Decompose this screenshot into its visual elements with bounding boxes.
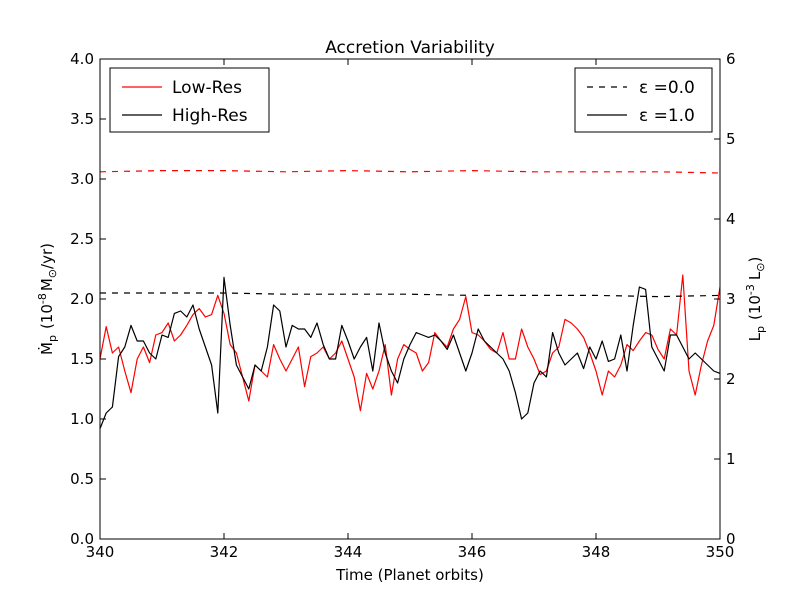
- x-axis-label: Time (Planet orbits): [335, 566, 484, 584]
- y-label-end: /yr): [38, 243, 56, 269]
- y-axis-ticks: 0.0 0.5 1.0 1.5 2.0 2.5 3.0 3.5 4.0: [70, 50, 106, 548]
- y2-axis-ticks: 0 1 2 3 4 5 6: [714, 50, 736, 548]
- series-line-2: [100, 170, 720, 174]
- y2-tick-label: 0: [726, 530, 736, 548]
- y2-label-units: L: [746, 271, 764, 280]
- legend-resolution: Low-Res High-Res: [109, 67, 270, 133]
- y-tick-label: 4.0: [70, 50, 94, 68]
- y2-label-end: ): [746, 257, 764, 263]
- x-tick-label: 348: [582, 543, 611, 561]
- y-tick-label: 3.5: [70, 110, 94, 128]
- y2-label-exp: -3: [744, 284, 757, 295]
- y-tick-label: 1.5: [70, 350, 94, 368]
- series-line-0: [100, 274, 720, 412]
- y-axis-label: Ṁp (10-8 M⊙/yr): [36, 243, 59, 355]
- svg-text:Lp(10-3L⊙): Lp(10-3L⊙): [744, 257, 767, 342]
- y-label-exp: -8: [36, 293, 49, 304]
- y2-tick-label: 6: [726, 50, 736, 68]
- y2-tick-label: 5: [726, 130, 736, 148]
- y2-tick-label: 3: [726, 290, 736, 308]
- legend-highres-label: High-Res: [172, 106, 248, 126]
- y-label-rest: (10: [38, 304, 56, 329]
- y-tick-label: 0.5: [70, 470, 94, 488]
- series-layer: [100, 170, 720, 429]
- legend-resolution-frame: [109, 67, 270, 133]
- series-line-1: [100, 276, 720, 429]
- chart-title: Accretion Variability: [325, 38, 495, 58]
- x-tick-label: 346: [458, 543, 487, 561]
- legend-eps1-label: ε =1.0: [639, 106, 695, 126]
- x-tick-label: 342: [210, 543, 239, 561]
- y2-tick-label: 1: [726, 450, 736, 468]
- y-tick-label: 1.0: [70, 410, 94, 428]
- y-label-units: M: [38, 278, 56, 291]
- y2-tick-label: 2: [726, 370, 736, 388]
- y2-axis-label: Lp(10-3L⊙): [744, 257, 767, 342]
- legend-lowres-label: Low-Res: [172, 78, 242, 98]
- y2-tick-label: 4: [726, 210, 736, 228]
- svg-text:Ṁp(10-8M⊙/yr): Ṁp (10-8 M⊙/yr): [36, 243, 59, 355]
- legend-epsilon-frame: [574, 67, 713, 133]
- y-label-sub: p: [46, 335, 59, 342]
- x-tick-label: 340: [86, 543, 115, 561]
- legend-epsilon: ε =0.0 ε =1.0: [574, 67, 713, 133]
- y2-label-sub: p: [754, 326, 767, 333]
- y2-label-rest: (10: [746, 295, 764, 320]
- x-tick-label: 344: [334, 543, 363, 561]
- y-label-sun: ⊙: [46, 269, 59, 278]
- y2-label-main: L: [746, 332, 764, 341]
- y-label-main: Ṁ: [37, 342, 56, 355]
- y-tick-label: 2.5: [70, 230, 94, 248]
- legend-eps0-label: ε =0.0: [639, 78, 695, 98]
- x-axis-ticks: 340 342 344 346 348 350: [86, 59, 735, 561]
- y-tick-label: 3.0: [70, 170, 94, 188]
- y2-label-sun: ⊙: [754, 263, 767, 272]
- y-tick-label: 0.0: [70, 530, 94, 548]
- series-line-3: [100, 292, 720, 298]
- x-tick-label: 350: [706, 543, 735, 561]
- y-tick-label: 2.0: [70, 290, 94, 308]
